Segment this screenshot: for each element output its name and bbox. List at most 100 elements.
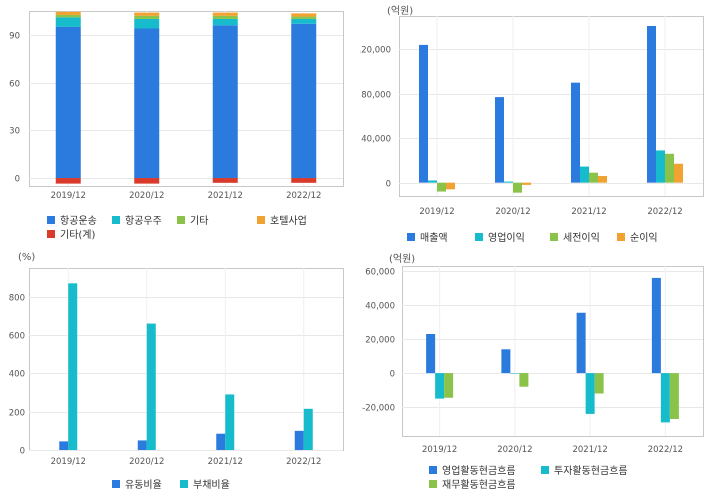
bar <box>59 441 69 450</box>
bar <box>146 323 156 450</box>
bar <box>55 17 81 27</box>
bar <box>55 178 81 184</box>
bar <box>510 373 520 374</box>
bar <box>216 433 226 450</box>
y-tick-label: 800 <box>9 294 25 304</box>
x-tick-label: 2019/12 <box>422 445 457 455</box>
legend-item: 유동비율 <box>112 476 162 491</box>
legend-swatch <box>475 232 483 241</box>
x-tick-label: 2020/12 <box>129 191 164 201</box>
ratios-unit-label: (%) <box>18 252 36 263</box>
bar <box>212 178 238 183</box>
bar <box>665 153 674 183</box>
legend-swatch <box>617 232 625 241</box>
legend-item: 호텔사업 <box>257 212 307 227</box>
y-tick-label: 0 <box>15 175 20 185</box>
legend-swatch <box>541 465 549 474</box>
legend-label: 항공우주 <box>125 216 162 227</box>
y-tick-label: 0 <box>20 447 25 457</box>
bar <box>647 26 656 183</box>
legend-item: 세전이익 <box>550 229 600 244</box>
legend-swatch <box>112 215 120 224</box>
bar <box>134 18 160 29</box>
bar <box>446 182 455 190</box>
bar <box>435 373 445 399</box>
x-tick-label: 2021/12 <box>208 191 243 201</box>
legend-item: 재무활동현금흐름 <box>429 476 516 491</box>
bar <box>134 28 160 179</box>
bar <box>225 394 235 450</box>
bar <box>291 18 317 24</box>
legend-label: 영업활동현금흐름 <box>442 466 516 477</box>
y-tick-label: 90 <box>9 32 20 42</box>
bar <box>137 440 147 450</box>
bar <box>660 373 670 423</box>
legend-label: 부채비율 <box>193 480 230 491</box>
x-tick-label: 2021/12 <box>572 445 607 455</box>
bar <box>426 334 436 374</box>
segment-share-chart-panel: 0 30 60 90 2019/12 2020/12 2021/12 2022/12 항공운송… <box>0 0 360 248</box>
bar <box>55 14 81 18</box>
legend-item: 투자활동현금흐름 <box>541 462 628 477</box>
income-unit-label: (억원) <box>387 6 414 17</box>
cash-flow-chart-panel: (억원) -20,000 0 20,000 40,000 60,000 2019/12 20… <box>360 248 720 496</box>
y-tick-label: 60,000 <box>365 268 395 278</box>
y-tick-label: 20,000 <box>365 336 395 346</box>
legend-label: 재무활동현금흐름 <box>442 480 516 491</box>
bar <box>291 16 317 19</box>
y-tick-label: 400 <box>9 370 25 380</box>
y-tick-label: 80,000 <box>361 91 391 101</box>
legend-swatch <box>429 479 437 488</box>
x-tick-label: 2022/12 <box>286 457 321 467</box>
segment-share-chart: 0 30 60 90 2019/12 2020/12 2021/12 2022/12 <box>9 11 344 201</box>
bar <box>504 181 513 183</box>
bar <box>428 180 437 183</box>
x-tick-label: 2021/12 <box>208 457 243 467</box>
legend-swatch <box>47 215 55 224</box>
bar <box>576 312 586 374</box>
legend-item: 영업이익 <box>475 229 525 244</box>
legend-swatch <box>429 465 437 474</box>
x-tick-label: 2020/12 <box>129 457 164 467</box>
legend-item: 항공우주 <box>112 212 162 227</box>
y-tick-label: 40,000 <box>365 302 395 312</box>
bar <box>522 182 531 185</box>
y-tick-label: -20,000 <box>362 404 395 414</box>
legend-item: 항공운송 <box>47 212 97 227</box>
bar <box>437 182 446 192</box>
x-tick-label: 2019/12 <box>51 191 86 201</box>
y-tick-label: 40,000 <box>361 135 391 145</box>
bar <box>589 172 598 183</box>
y-tick-label: 0 <box>386 180 391 190</box>
ratios-chart: 0 200 400 600 800 2019/12 2020/12 2021/12 2022/1… <box>9 268 344 467</box>
bar <box>656 150 665 183</box>
legend-item: 기타(계) <box>47 226 95 241</box>
bar <box>571 82 580 183</box>
x-tick-label: 2022/12 <box>648 445 683 455</box>
bar <box>501 349 511 374</box>
bar <box>419 44 428 183</box>
plot-frame <box>29 11 344 187</box>
bar <box>55 11 81 15</box>
legend-swatch <box>257 215 265 224</box>
legend-swatch <box>112 479 120 488</box>
legend-swatch <box>47 229 55 238</box>
bar <box>55 26 81 179</box>
bar <box>513 182 522 193</box>
bar <box>68 283 78 450</box>
y-tick-label: 600 <box>9 332 25 342</box>
bar <box>495 97 504 183</box>
bar <box>134 15 160 19</box>
bar <box>212 18 238 26</box>
bar <box>651 277 661 374</box>
legend-label: 유동비율 <box>125 480 162 491</box>
legend-item: 순이익 <box>617 229 658 244</box>
legend-item: 기타 <box>177 212 208 227</box>
x-tick-label: 2019/12 <box>419 207 454 217</box>
legend-label: 매출액 <box>420 233 448 244</box>
legend-label: 호텔사업 <box>270 216 307 227</box>
bar <box>212 15 238 19</box>
bar <box>598 176 607 183</box>
cash-flow-unit-label: (억원) <box>389 254 416 265</box>
legend-item: 매출액 <box>407 229 448 244</box>
